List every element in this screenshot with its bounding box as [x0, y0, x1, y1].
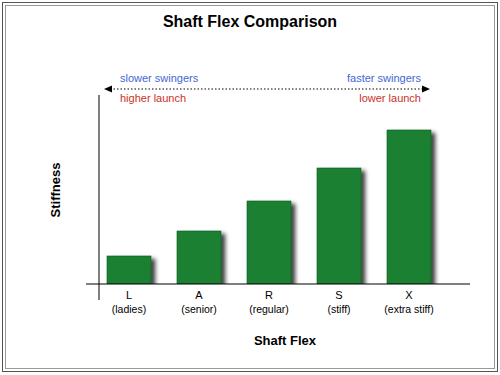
bar: [107, 256, 151, 284]
bar: [247, 201, 291, 284]
arrow-head: [104, 86, 112, 93]
arrow-head: [422, 86, 430, 93]
x-tick-label: X: [405, 289, 413, 301]
inner-frame: [6, 6, 495, 369]
outer-frame: [3, 3, 498, 372]
x-tick-description: (extra stiff): [384, 303, 433, 315]
chart: Shaft Flex Comparison slower swingers fast…: [0, 0, 500, 375]
bars: [107, 130, 431, 284]
bar: [387, 130, 431, 284]
annotation: slower swingers: [120, 72, 199, 84]
annotation: lower launch: [359, 92, 421, 104]
x-tick-description: (senior): [181, 303, 217, 315]
x-tick-label: A: [195, 289, 203, 301]
y-axis: [99, 95, 100, 300]
y-axis-label: Stiffness: [48, 163, 63, 218]
x-axis-label: Shaft Flex: [254, 333, 317, 348]
x-tick-description: (regular): [249, 303, 289, 315]
annotation: higher launch: [120, 92, 186, 104]
x-tick-label: S: [335, 289, 342, 301]
bar: [317, 168, 361, 284]
annotation: faster swingers: [347, 72, 421, 84]
x-tick-description: (ladies): [112, 303, 146, 315]
title: Shaft Flex Comparison: [163, 13, 337, 30]
bar: [177, 231, 221, 284]
arrow-line: [110, 89, 424, 90]
x-tick-label: R: [265, 289, 273, 301]
x-tick-label: L: [126, 289, 132, 301]
x-tick-description: (stiff): [327, 303, 350, 315]
x-axis: [86, 284, 470, 285]
